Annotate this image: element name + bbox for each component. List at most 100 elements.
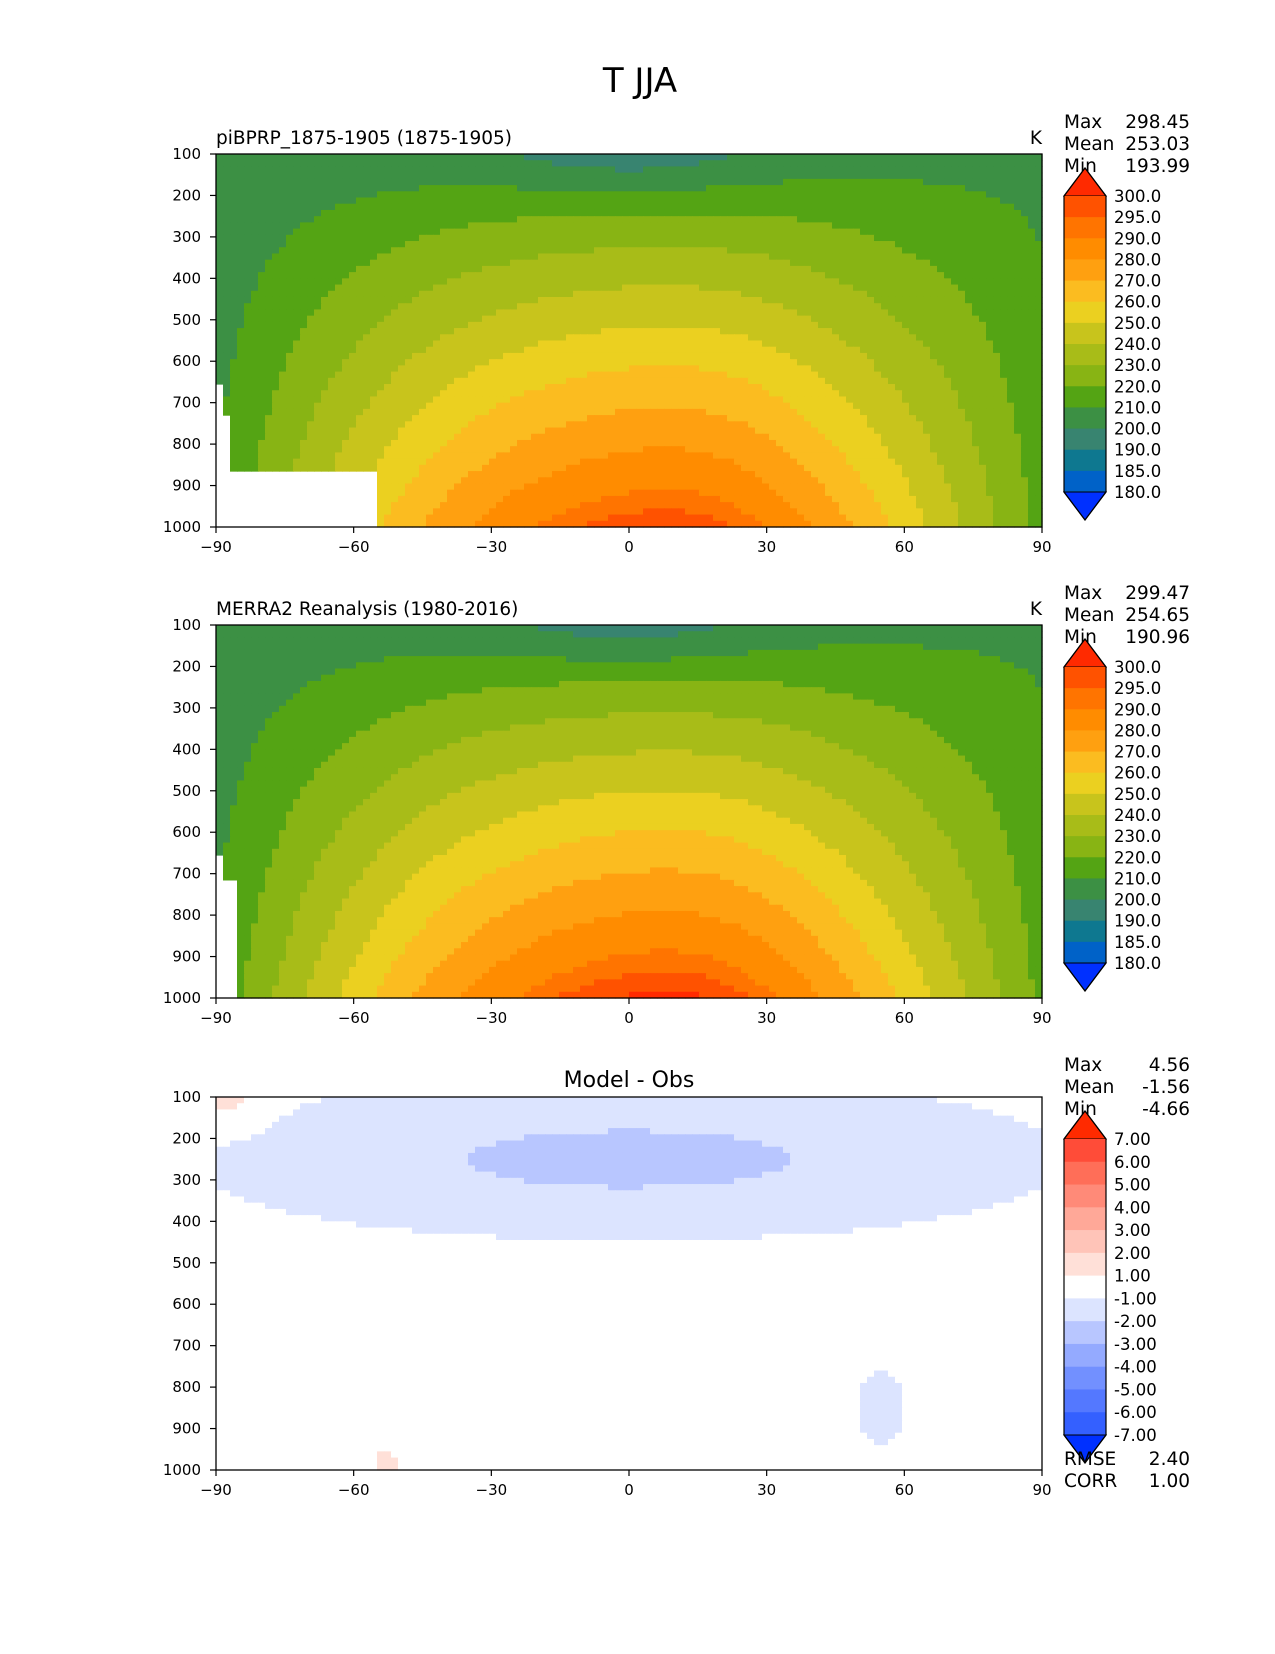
field-cell [601,222,609,229]
field-cell [412,235,420,242]
field-cell [230,154,238,161]
field-cell [307,160,315,167]
field-cell [531,204,539,211]
field-cell [377,179,385,186]
field-cell [251,179,259,186]
field-cell [657,198,665,205]
field-cell [489,235,497,242]
field-cell [986,229,994,236]
field-cell [811,185,819,192]
field-cell [748,154,756,161]
field-cell [559,166,567,173]
field-cell [538,185,546,192]
field-cell [930,154,938,161]
field-cell [314,204,322,211]
field-cell [545,173,553,180]
field-cell [762,210,770,217]
field-cell [902,204,910,211]
field-cell [720,204,728,211]
field-cell [916,179,924,186]
field-cell [496,204,504,211]
field-cell [300,185,308,192]
field-cell [1000,154,1008,161]
field-cell [769,216,777,223]
field-cell [825,210,833,217]
field-cell [986,198,994,205]
field-cell [559,222,567,229]
field-cell [881,160,889,167]
field-cell [629,154,637,161]
field-cell [251,235,259,242]
field-cell [531,191,539,198]
field-cell [1007,210,1015,217]
field-cell [370,179,378,186]
field-cell [328,185,336,192]
field-cell [517,173,525,180]
field-cell [244,173,252,180]
field-cell [482,204,490,211]
field-cell [419,160,427,167]
field-cell [713,154,721,161]
field-cell [559,229,567,236]
field-cell [307,179,315,186]
field-cell [447,222,455,229]
field-cell [405,191,413,198]
field-cell [797,210,805,217]
field-cell [566,191,574,198]
field-cell [678,179,686,186]
field-cell [888,198,896,205]
field-cell [1007,154,1015,161]
field-cell [300,241,308,248]
field-cell [776,204,784,211]
field-cell [916,222,924,229]
field-cell [559,154,567,161]
field-cell [958,191,966,198]
field-cell [328,198,336,205]
field-cell [363,154,371,161]
field-cell [475,210,483,217]
field-cell [293,222,301,229]
field-cell [657,160,665,167]
field-cell [265,222,273,229]
field-cell [468,185,476,192]
field-cell [748,166,756,173]
field-cell [979,210,987,217]
field-cell [664,229,672,236]
field-cell [230,229,238,236]
field-cell [720,185,728,192]
field-cell [741,216,749,223]
field-cell [692,160,700,167]
field-cell [398,160,406,167]
field-cell [580,210,588,217]
field-cell [783,191,791,198]
field-cell [412,173,420,180]
field-cell [230,166,238,173]
field-cell [510,166,518,173]
field-cell [573,166,581,173]
field-cell [1021,222,1029,229]
field-cell [377,235,385,242]
field-cell [608,154,616,161]
field-cell [1021,229,1029,236]
field-cell [944,154,952,161]
field-cell [748,198,756,205]
field-cell [370,166,378,173]
field-cell [300,160,308,167]
field-cell [328,204,336,211]
field-cell [636,185,644,192]
field-cell [419,173,427,180]
field-cell [286,166,294,173]
field-cell [664,160,672,167]
field-cell [258,229,266,236]
field-cell [783,210,791,217]
field-cell [251,241,259,248]
field-cell [699,160,707,167]
field-cell [944,216,952,223]
field-cell [692,235,700,242]
field-cell [363,198,371,205]
field-cell [524,154,532,161]
field-cell [993,198,1001,205]
field-cell [349,229,357,236]
field-cell [531,229,539,236]
field-cell [286,229,294,236]
